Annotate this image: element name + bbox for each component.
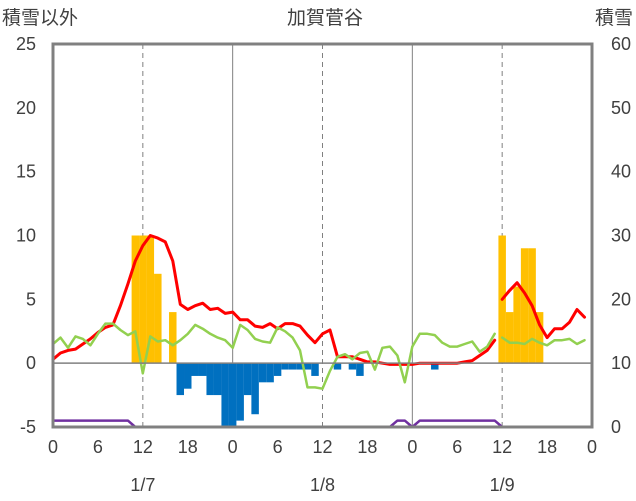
xtick-label: 18	[178, 437, 198, 457]
series-line-1	[51, 234, 497, 366]
left-ytick-label: 5	[26, 289, 36, 309]
right-ytick-label: 60	[611, 34, 631, 54]
series-line-2	[500, 336, 586, 347]
xtick-label: 6	[93, 437, 103, 457]
negative-bar	[243, 363, 252, 396]
negative-bar	[311, 363, 319, 376]
negative-bar	[431, 363, 439, 370]
snowfall-bar	[169, 312, 177, 364]
xtick-label: 18	[357, 437, 377, 457]
left-ytick-label: 15	[16, 162, 36, 182]
xtick-label: 0	[587, 437, 597, 457]
right-ytick-label: 10	[611, 353, 631, 373]
right-axis-label: 積雪	[595, 7, 633, 29]
left-ytick-label: 10	[16, 226, 36, 246]
right-ytick-label: 0	[611, 417, 621, 437]
negative-bar	[191, 363, 199, 376]
xtick-label: 12	[492, 437, 512, 457]
snowfall-bar	[505, 312, 514, 364]
snowfall-bar	[513, 286, 521, 364]
negative-bar	[236, 363, 244, 421]
negative-bar	[303, 363, 312, 370]
bar-layer	[131, 235, 544, 427]
right-ytick-label: 50	[611, 98, 631, 118]
xtick-label: 6	[452, 437, 462, 457]
snowfall-bar	[154, 273, 162, 364]
xtick-label: 0	[48, 437, 58, 457]
left-ytick-label: 20	[16, 98, 36, 118]
xtick-label: 12	[312, 437, 332, 457]
left-ytick-label: 25	[16, 34, 36, 54]
negative-bar	[198, 363, 207, 376]
snowfall-bar	[146, 235, 155, 364]
series-line-1	[500, 281, 586, 340]
xtick-label: 18	[537, 437, 557, 457]
negative-bar	[258, 363, 267, 383]
snowfall-bar	[520, 248, 529, 364]
negative-bar	[296, 363, 304, 370]
series-line-2	[51, 322, 496, 390]
right-ytick-label: 30	[611, 226, 631, 246]
xtick-label: 12	[133, 437, 153, 457]
left-ytick-label: -5	[20, 417, 36, 437]
negative-bar	[288, 363, 297, 370]
plot-frame	[51, 42, 594, 429]
negative-bar	[281, 363, 289, 370]
negative-bar	[251, 363, 259, 415]
date-label: 1/8	[310, 475, 335, 495]
snowfall-bar	[139, 235, 147, 364]
negative-bar	[184, 363, 192, 389]
negative-bar	[273, 363, 282, 376]
date-label: 1/7	[130, 475, 155, 495]
snowfall-bar	[131, 235, 140, 364]
negative-bar	[266, 363, 274, 383]
negative-bar	[176, 363, 185, 396]
axis-layer	[51, 42, 594, 429]
negative-bar	[356, 363, 364, 376]
negative-bar	[228, 363, 237, 427]
xtick-label: 0	[228, 437, 238, 457]
left-axis-label: 積雪以外	[2, 7, 78, 29]
xtick-label: 0	[407, 437, 417, 457]
negative-bar	[206, 363, 214, 396]
negative-bar	[221, 363, 229, 427]
left-ytick-label: 0	[26, 353, 36, 373]
right-ytick-label: 40	[611, 162, 631, 182]
chart-title: 加賀菅谷	[287, 7, 363, 29]
date-label: 1/9	[490, 475, 515, 495]
right-ytick-label: 20	[611, 289, 631, 309]
snowfall-bar	[535, 312, 544, 364]
negative-bar	[333, 363, 342, 370]
negative-bar	[348, 363, 357, 370]
xtick-label: 6	[273, 437, 283, 457]
negative-bar	[213, 363, 222, 396]
